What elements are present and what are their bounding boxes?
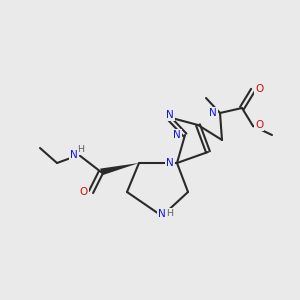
Text: N: N <box>166 158 174 168</box>
Text: O: O <box>80 187 88 197</box>
Polygon shape <box>100 163 139 175</box>
Text: H: H <box>167 209 173 218</box>
Text: N: N <box>158 209 166 219</box>
Text: N: N <box>209 108 217 118</box>
Text: O: O <box>255 120 263 130</box>
Text: O: O <box>255 84 263 94</box>
Text: N: N <box>70 150 78 160</box>
Text: H: H <box>77 145 85 154</box>
Text: N: N <box>173 130 181 140</box>
Text: N: N <box>166 110 174 120</box>
